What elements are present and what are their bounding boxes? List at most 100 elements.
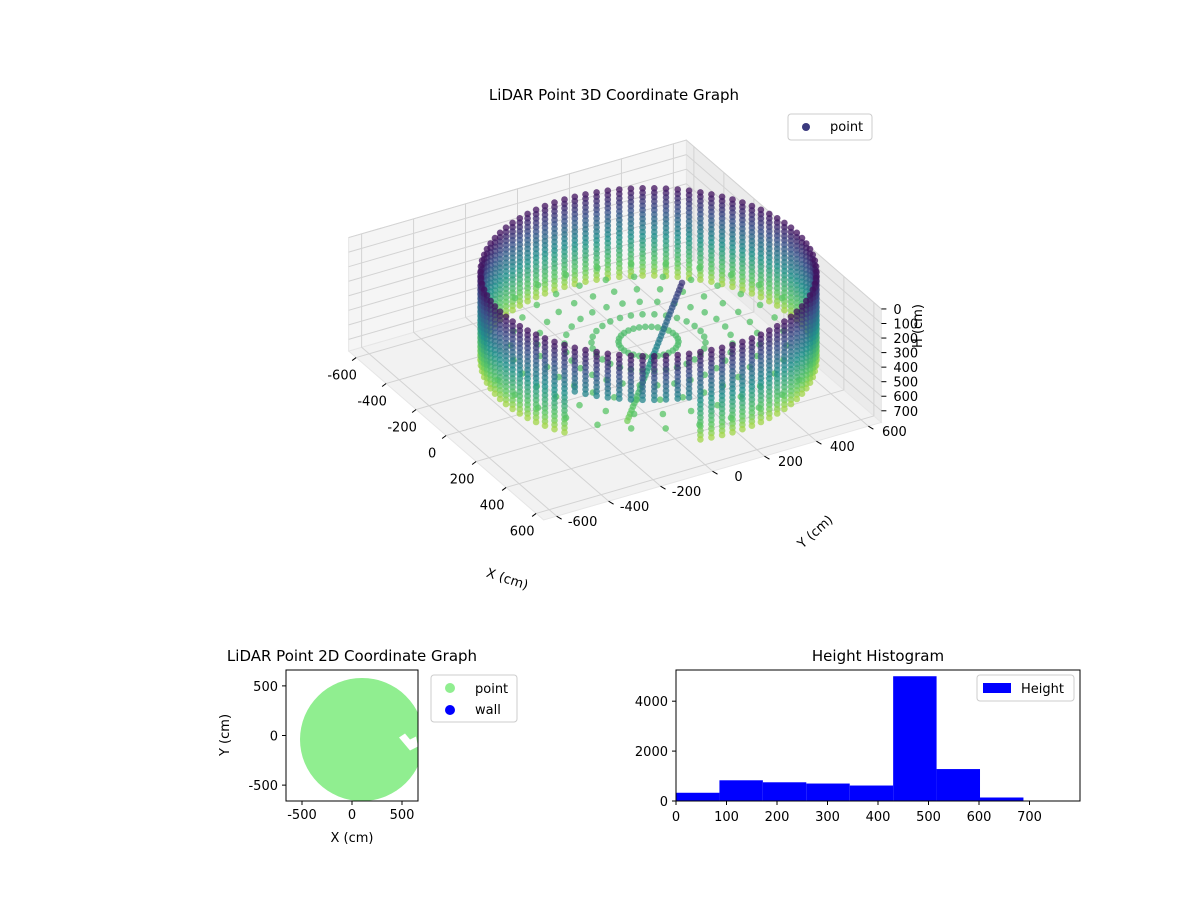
point-3d <box>624 417 631 425</box>
point-3d <box>533 301 541 309</box>
x-tick-label-3d: 600 <box>510 524 535 539</box>
y-tick-3d <box>608 500 614 505</box>
point-3d <box>519 314 526 321</box>
point-3d <box>766 414 773 422</box>
point-3d <box>511 294 519 302</box>
point-3d <box>697 327 704 335</box>
z-tick-label-3d: 100 <box>893 317 918 332</box>
point-3d <box>588 339 595 346</box>
y-tick-label-2d: -500 <box>248 779 278 794</box>
legend-2d-point-label: point <box>475 682 508 697</box>
y-tick-3d <box>556 515 562 520</box>
point-3d <box>718 431 726 439</box>
point-3d <box>755 281 763 289</box>
gap-2d <box>399 733 418 751</box>
point-3d <box>616 395 623 402</box>
point-3d <box>610 288 618 296</box>
point-3d <box>748 422 756 430</box>
y-tick-label-3d: 200 <box>778 455 803 470</box>
point-3d <box>630 325 637 333</box>
x-tick-label-histogram: 700 <box>1017 810 1042 825</box>
x-tick-3d <box>381 383 387 387</box>
y-tick-label-3d: -600 <box>568 515 598 530</box>
point-3d <box>798 390 806 398</box>
point-3d <box>589 309 596 316</box>
3d-points <box>477 185 820 443</box>
point-3d <box>627 396 635 403</box>
point-3d <box>781 306 788 314</box>
histogram-legend: Height <box>976 674 1075 702</box>
point-3d <box>627 261 635 268</box>
point-3d <box>534 281 542 289</box>
point-3d <box>700 293 708 300</box>
y-tick-label-3d: -200 <box>672 485 702 500</box>
point-3d <box>568 323 575 330</box>
point-3d <box>561 283 568 291</box>
chart-2d-title: LiDAR Point 2D Coordinate Graph <box>227 647 477 665</box>
z-tick-label-3d: 300 <box>893 347 918 362</box>
legend-3d-frame <box>787 113 873 141</box>
point-3d <box>651 396 658 404</box>
point-3d <box>562 271 570 279</box>
point-3d <box>700 333 708 341</box>
z-side-gridline <box>348 154 687 253</box>
point-3d <box>674 395 681 402</box>
point-3d <box>756 301 764 309</box>
point-3d <box>633 286 641 293</box>
2d-ticks: -500 0 500 -500 0 500 <box>248 680 414 823</box>
histogram-bar <box>936 769 981 801</box>
point-3d <box>502 400 510 408</box>
legend-2d-wall-marker <box>445 705 455 715</box>
point-3d <box>771 314 778 321</box>
histogram-ticks: 0 100 200 300 400 500 600 700 0 2000 4000 <box>635 695 1042 825</box>
point-3d <box>662 396 670 403</box>
z-tick-label-3d: 700 <box>893 405 918 420</box>
point-3d <box>532 293 540 301</box>
x-tick-3d <box>531 513 537 517</box>
point-3d <box>739 425 746 433</box>
point-3d <box>589 293 597 300</box>
histogram-bar <box>849 785 894 801</box>
point-3d <box>543 318 551 326</box>
x-tick-label-histogram: 300 <box>815 810 840 825</box>
point-3d <box>691 356 698 363</box>
point-3d <box>773 410 781 417</box>
point-3d <box>607 318 614 325</box>
point-3d <box>639 396 646 404</box>
point-3d <box>555 308 562 316</box>
x-tick-3d <box>471 461 477 465</box>
point-3d <box>766 297 773 305</box>
z-tick-label-3d: 400 <box>893 361 918 376</box>
point-3d <box>593 392 600 400</box>
point-3d <box>639 272 646 279</box>
point-3d <box>746 318 754 326</box>
x-tick-label-2d: 500 <box>390 808 415 823</box>
point-3d <box>616 314 624 322</box>
x-tick-label-3d: 200 <box>450 472 475 487</box>
point-3d <box>727 331 734 339</box>
point-3d <box>516 302 524 309</box>
point-3d <box>610 394 618 401</box>
point-3d <box>651 311 658 318</box>
3d-tick-labels: -600-400-2000200400600-600-400-200020040… <box>327 303 918 539</box>
legend-2d-wall-label: wall <box>475 703 501 718</box>
histogram-legend-swatch <box>983 683 1011 693</box>
point-3d <box>708 278 715 286</box>
point-3d <box>714 282 721 290</box>
point-3d <box>773 302 781 309</box>
y-tick-label-2d: 0 <box>270 730 278 745</box>
legend-2d-point-marker <box>445 683 455 693</box>
point-3d <box>516 410 524 417</box>
histogram-bars <box>676 676 1067 801</box>
point-3d <box>778 294 786 302</box>
point-3d <box>687 303 694 311</box>
point-3d <box>697 436 704 443</box>
histogram-title: Height Histogram <box>812 647 944 665</box>
point-3d <box>563 331 570 339</box>
point-3d <box>627 312 635 319</box>
point-3d <box>701 309 708 316</box>
x-tick-3d <box>441 435 447 439</box>
x-tick-3d <box>351 357 357 361</box>
point-3d <box>616 273 623 281</box>
